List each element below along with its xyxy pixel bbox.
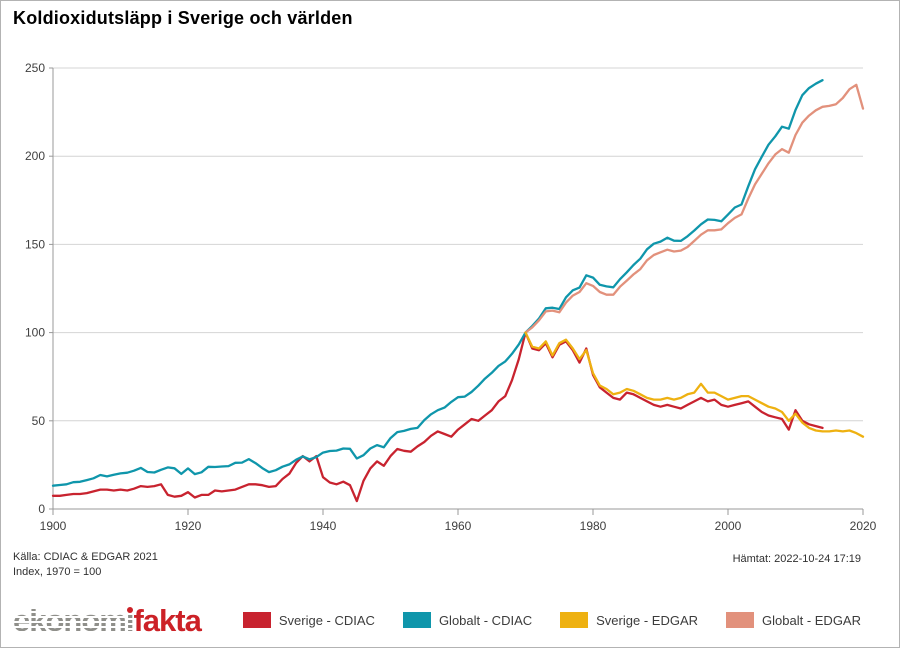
legend-item-sverige-cdiac[interactable]: Sverige - CDIAC bbox=[242, 612, 375, 628]
legend-swatch-icon bbox=[402, 612, 431, 628]
y-axis-label: 250 bbox=[25, 61, 45, 75]
source-note: Källa: CDIAC & EDGAR 2021 Index, 1970 = … bbox=[13, 550, 158, 580]
line-chart: 0 50 100 150 200 250 1900 1920 1940 1960 1980 2000 2… bbox=[25, 61, 877, 533]
x-axis-label: 2020 bbox=[850, 519, 877, 533]
x-axis-label: 1960 bbox=[445, 519, 472, 533]
x-axis-label: 1980 bbox=[580, 519, 607, 533]
legend-item-sverige-edgar[interactable]: Sverige - EDGAR bbox=[560, 612, 698, 628]
page-title: Koldioxidutsläpp i Sverige och världen bbox=[13, 8, 353, 28]
x-axis-label: 1920 bbox=[175, 519, 202, 533]
y-axis-label: 100 bbox=[25, 326, 45, 340]
source-line: Källa: CDIAC & EDGAR 2021 bbox=[13, 551, 158, 563]
series-line-globalt-edgar[interactable] bbox=[524, 83, 865, 334]
x-axis-label: 1940 bbox=[310, 519, 337, 533]
legend-item-globalt-cdiac[interactable]: Globalt - CDIAC bbox=[402, 612, 533, 628]
legend-item-globalt-edgar[interactable]: Globalt - EDGAR bbox=[726, 612, 861, 628]
series-line-sverige-cdiac[interactable] bbox=[51, 331, 824, 503]
y-axis-label: 150 bbox=[25, 237, 45, 251]
logo-red-text: fakta bbox=[133, 602, 201, 638]
legend-swatch-icon bbox=[560, 612, 589, 628]
y-axis-label: 50 bbox=[32, 414, 46, 428]
bottom-bar: ekonomı fakta Sverige - CDIAC Globalt - C… bbox=[13, 599, 861, 641]
chart-legend: Sverige - CDIAC Globalt - CDIAC Sverige … bbox=[242, 612, 861, 628]
legend-label: Globalt - EDGAR bbox=[762, 612, 861, 628]
legend-swatch-icon bbox=[726, 612, 755, 628]
series-line-globalt-cdiac[interactable] bbox=[51, 79, 824, 487]
ekonomifakta-logo[interactable]: ekonomı fakta bbox=[13, 602, 202, 638]
logo-i-letter: ı bbox=[125, 602, 134, 638]
x-axis-label: 2000 bbox=[715, 519, 742, 533]
legend-label: Globalt - CDIAC bbox=[438, 612, 533, 628]
logo-gray-text: ekonom bbox=[13, 602, 127, 638]
y-axis-label: 200 bbox=[25, 149, 45, 163]
y-axis-label: 0 bbox=[38, 502, 45, 516]
fetched-timestamp: Hämtat: 2022-10-24 17:19 bbox=[732, 553, 861, 565]
x-axis-label: 1900 bbox=[40, 519, 67, 533]
legend-label: Sverige - EDGAR bbox=[596, 612, 699, 628]
index-note: Index, 1970 = 100 bbox=[13, 566, 102, 578]
legend-label: Sverige - CDIAC bbox=[278, 612, 375, 628]
logo-dot-icon bbox=[126, 606, 133, 613]
legend-swatch-icon bbox=[242, 612, 271, 628]
series-line-sverige-edgar[interactable] bbox=[524, 331, 865, 438]
